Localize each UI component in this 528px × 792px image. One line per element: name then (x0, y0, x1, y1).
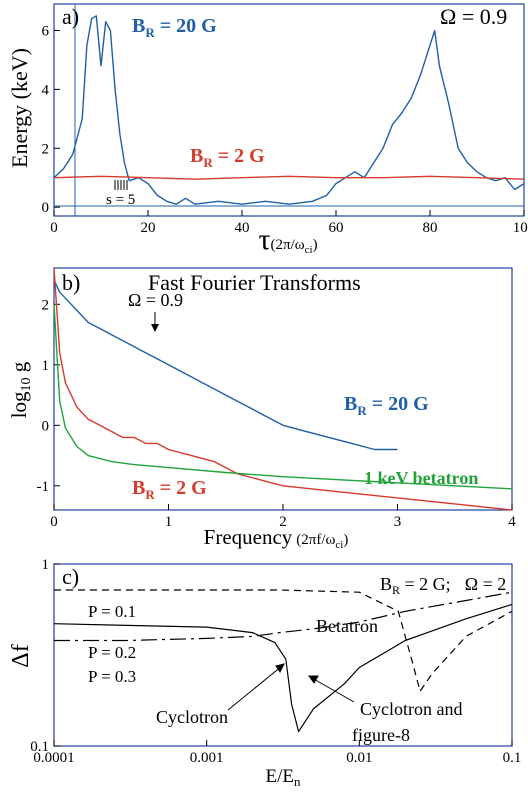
panel-c-y-ticks: 0.11 (30, 557, 60, 755)
panel-a-omega: Ω = 0.9 (440, 4, 507, 29)
panel-c-param-text: BR = 2 G; Ω = 2 (380, 574, 506, 597)
x-tick-label: 20 (141, 220, 156, 236)
panel-c-legend-p02: P = 0.2 (88, 643, 136, 662)
panel-c-betatron-annotation: Betatron (316, 616, 378, 636)
y-tick-label: 4 (42, 82, 50, 98)
panel-c-cyclotron-annotation: Cyclotron (156, 707, 228, 727)
series-line-b-2 (53, 304, 513, 490)
x-tick-label: 80 (423, 220, 438, 236)
x-tick-label: 60 (329, 220, 344, 236)
panel-a-ylabel: Energy (keV) (7, 48, 32, 168)
panel-b-xlabel: Frequency (2πf/ωci) (204, 525, 349, 551)
y-tick-label: 0 (42, 418, 50, 434)
x-tick-label: 0.001 (190, 750, 224, 766)
panel-b-y-ticks: -1 0 1 2 (37, 297, 60, 495)
panel-a-series-20g-label: BR = 20 G (132, 15, 217, 40)
panel-a-series-2g-label: BR = 2 G (190, 145, 265, 170)
series-line-c-0 (54, 589, 513, 692)
panel-a-y-ticks: 0 2 4 6 (42, 24, 60, 216)
panel-a-s-marker (114, 180, 128, 190)
series-line-c-1 (53, 603, 513, 733)
panel-a-frame (53, 3, 525, 217)
panel-b-x-ticks: 0 1 2 3 4 (50, 504, 516, 530)
panel-b-betatron-label: 1 keV betatron (364, 468, 478, 488)
panel-c-legend-p01: P = 0.1 (88, 602, 136, 621)
panel-c-x-ticks: 0.0001 0.001 0.01 0.1 (33, 740, 521, 766)
panel-b-series-2g-label: BR = 2 G (132, 477, 207, 502)
x-tick-label: 1 (165, 514, 173, 530)
panel-c-series (53, 589, 513, 733)
y-tick-label: 2 (42, 141, 50, 157)
panel-a-x-ticks: 0 20 40 60 80 100 (50, 210, 528, 236)
x-tick-label: 2 (279, 514, 287, 530)
series-line-b-1 (53, 267, 513, 511)
panel-b-omega: Ω = 0.9 (128, 290, 183, 310)
panel-b-ylabel: log10 g (7, 361, 34, 418)
x-tick-label: 0 (50, 220, 58, 236)
panel-c-annotation-arrows (227, 663, 355, 711)
x-tick-label: 40 (235, 220, 250, 236)
x-tick-label: 4 (508, 514, 516, 530)
panel-b: -1 0 1 2 0 1 2 3 4 b) Fast Fourier Transforms Ω… (7, 267, 516, 551)
x-tick-label: 0.01 (346, 750, 372, 766)
x-tick-label: 0.1 (503, 750, 522, 766)
panel-c-label: c) (62, 564, 79, 589)
y-tick-label: 6 (42, 24, 50, 40)
y-tick-label: 2 (42, 297, 50, 313)
panel-c-xlabel: E/En (266, 766, 302, 789)
panel-a-series (53, 15, 525, 205)
panel-a-label: a) (62, 4, 79, 29)
y-tick-label: 0 (42, 200, 50, 216)
series-line-b-0 (53, 279, 398, 451)
y-tick-label: 1 (42, 557, 50, 573)
panel-b-omega-arrow (151, 312, 159, 332)
panel-a-s-annotation: s = 5 (106, 192, 135, 208)
panel-b-label: b) (62, 270, 80, 295)
panel-c: 0.11 0.0001 0.001 0.01 0.1 c) BR = 2 G; Ω = … (8, 557, 521, 789)
panel-a-xlabel: τ(2π/ωci) (258, 223, 317, 256)
x-tick-label: 3 (394, 514, 402, 530)
x-tick-label: 100 (513, 220, 528, 236)
series-line-c-2 (54, 591, 513, 642)
panel-c-cyclotron-fig8-annotation-2: figure-8 (352, 725, 410, 745)
panel-b-series-20g-label: BR = 20 G (344, 393, 429, 418)
x-tick-label: 0 (50, 514, 58, 530)
panel-c-frame (53, 563, 513, 747)
series-line-a-1 (53, 175, 525, 180)
panel-b-title: Fast Fourier Transforms (148, 270, 361, 295)
x-tick-label: 0.0001 (33, 750, 74, 766)
series-line-a-0 (53, 15, 525, 205)
panel-a: 0 2 4 6 0 20 40 60 80 100 a) Ω = 0.9 BR = 20 G B… (7, 3, 528, 256)
panel-c-legend-p03: P = 0.3 (88, 667, 136, 686)
y-tick-label: 1 (42, 358, 50, 374)
y-tick-label: -1 (37, 479, 50, 495)
panel-c-cyclotron-fig8-annotation-1: Cyclotron and (360, 699, 462, 719)
panel-b-series (53, 267, 513, 511)
y-tick-label: 0.1 (30, 739, 49, 755)
panel-c-ylabel: Δf (8, 644, 34, 667)
